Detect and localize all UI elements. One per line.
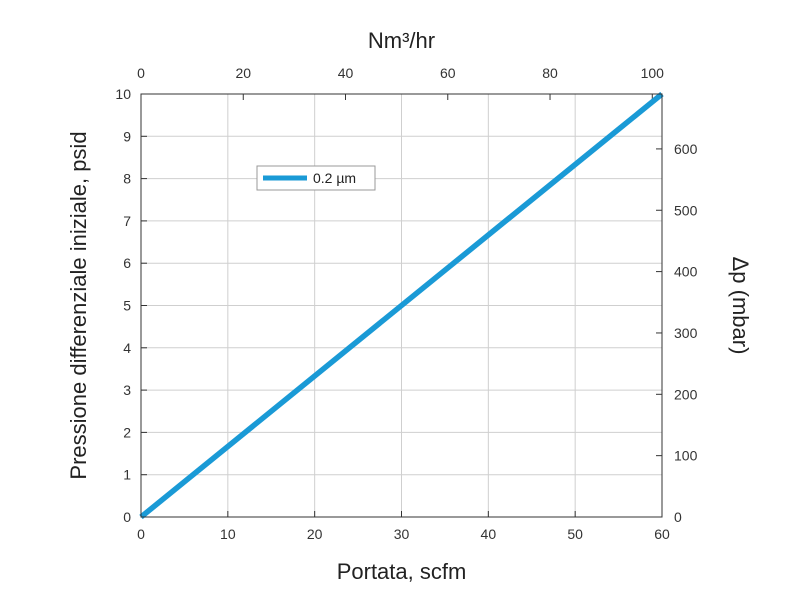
x-tick-label: 10: [220, 526, 236, 542]
right-tick-label: 300: [674, 325, 698, 341]
series-layer: [139, 91, 664, 520]
right-tick-label: 600: [674, 141, 698, 157]
right-tick-label: 0: [674, 509, 682, 525]
x-tick-label: 30: [394, 526, 410, 542]
y-tick-label: 2: [123, 424, 131, 440]
x-tick-label: 20: [307, 526, 323, 542]
top-tick-label: 80: [542, 65, 558, 81]
y-tick-label: 4: [123, 340, 131, 356]
x-tick-label: 60: [654, 526, 670, 542]
y-tick-label: 1: [123, 467, 131, 483]
top-tick-label: 40: [338, 65, 354, 81]
right-tick-label: 400: [674, 264, 698, 280]
y-tick-label: 8: [123, 171, 131, 187]
top-tick-label: 20: [235, 65, 251, 81]
series-line: [139, 91, 664, 520]
y-tick-label: 0: [123, 509, 131, 525]
top-tick-label: 100: [641, 65, 665, 81]
y-tick-label: 7: [123, 213, 131, 229]
right-tick-label: 100: [674, 448, 698, 464]
top-tick-label: 0: [137, 65, 145, 81]
y-axis-title: Pressione differenziale iniziale, psid: [66, 131, 91, 479]
y-tick-label: 5: [123, 298, 131, 314]
x-axis-title: Portata, scfm: [337, 559, 467, 584]
right-axis-title: Δp (mbar): [728, 257, 753, 355]
legend: 0.2 µm: [256, 165, 376, 191]
x-tick-label: 40: [481, 526, 497, 542]
plot-frame: [140, 93, 663, 518]
y-tick-label: 6: [123, 255, 131, 271]
x-tick-label: 50: [567, 526, 583, 542]
x-tick-label: 0: [137, 526, 145, 542]
right-tick-label: 200: [674, 386, 698, 402]
y-tick-label: 9: [123, 128, 131, 144]
top-tick-label: 60: [440, 65, 456, 81]
legend-label: 0.2 µm: [313, 170, 356, 186]
right-tick-label: 500: [674, 202, 698, 218]
y-tick-label: 3: [123, 382, 131, 398]
top-axis-title: Nm³/hr: [368, 28, 435, 53]
y-tick-label: 10: [115, 86, 131, 102]
